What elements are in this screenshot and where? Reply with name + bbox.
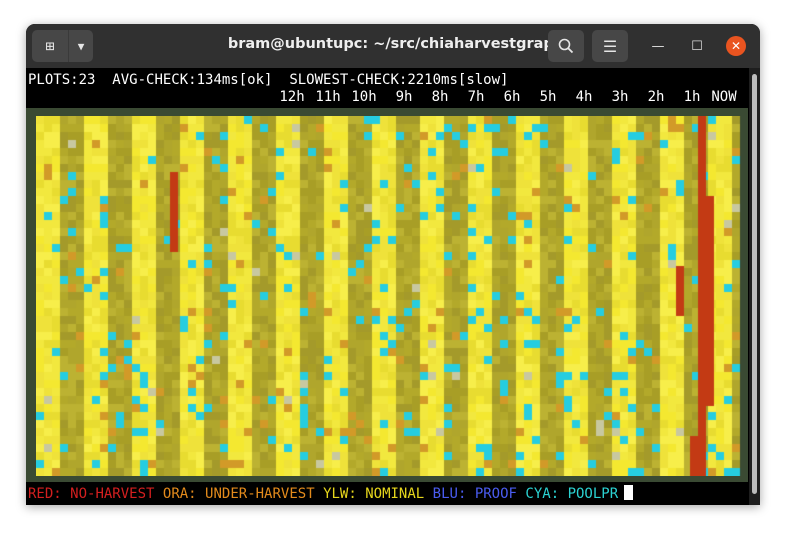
harvest-heatmap [26, 108, 748, 482]
minimize-icon: — [651, 38, 665, 54]
legend-yellow-text: NOMINAL [365, 486, 425, 502]
close-icon: ✕ [730, 39, 742, 53]
time-label: 6h [503, 89, 521, 105]
legend-red-label: RED: [28, 486, 62, 502]
window-title: bram@ubuntupc: ~/src/chiaharvestgraph [227, 36, 565, 52]
time-label: 8h [431, 89, 449, 105]
legend-orange-label: ORA: [162, 486, 197, 502]
legend-orange-text: UNDER-HARVEST [205, 486, 315, 502]
tab-menu-dropdown-button[interactable]: ▼ [68, 30, 93, 62]
time-label: 1h [683, 89, 701, 105]
time-label: 10h [351, 89, 377, 105]
legend-cyan-label: CYA: [525, 486, 560, 502]
scrollbar-thumb[interactable] [752, 74, 757, 494]
time-label: 11h [315, 89, 341, 105]
hamburger-icon: ☰ [602, 36, 618, 56]
legend-blue-label: BLU: [432, 486, 467, 502]
time-label: 4h [575, 89, 593, 105]
time-label: 2h [647, 89, 665, 105]
legend: RED: NO-HARVEST ORA: UNDER-HARVEST YLW: … [28, 485, 634, 503]
terminal-cursor [624, 485, 634, 500]
time-label: 3h [611, 89, 629, 105]
legend-yellow-label: YLW: [323, 486, 357, 502]
new-tab-button[interactable]: ⊞ [32, 30, 68, 62]
legend-red-text: NO-HARVEST [70, 486, 155, 502]
time-axis: 12h 11h 10h 9h 8h 7h 6h 5h 4h 3h 2h 1h N… [26, 89, 748, 106]
terminal-area[interactable]: PLOTS:23 AVG-CHECK:134ms[ok] SLOWEST-CHE… [26, 68, 748, 505]
time-label: 12h [279, 89, 305, 105]
search-button[interactable] [548, 30, 584, 62]
scrollbar[interactable] [749, 68, 760, 505]
heatmap-canvas [36, 116, 742, 476]
legend-cyan-text: POOLPR [567, 486, 619, 502]
time-label: NOW [711, 89, 737, 105]
terminal-window: ⊞ ▼ bram@ubuntupc: ~/src/chiaharvestgrap… [26, 24, 760, 505]
title-bar: ⊞ ▼ bram@ubuntupc: ~/src/chiaharvestgrap… [26, 24, 760, 68]
maximize-icon: ☐ [691, 38, 703, 54]
time-label: 9h [395, 89, 413, 105]
chevron-down-icon: ▼ [77, 39, 85, 53]
status-line: PLOTS:23 AVG-CHECK:134ms[ok] SLOWEST-CHE… [28, 72, 508, 89]
avg-check: AVG-CHECK:134ms[ok] [112, 72, 273, 88]
search-icon [558, 38, 574, 54]
minimize-button[interactable]: — [648, 36, 668, 56]
time-label: 7h [467, 89, 485, 105]
legend-blue-text: PROOF [474, 486, 517, 502]
hamburger-menu-button[interactable]: ☰ [592, 30, 628, 62]
slowest-check: SLOWEST-CHECK:2210ms[slow] [289, 72, 509, 88]
time-label: 5h [539, 89, 557, 105]
maximize-button[interactable]: ☐ [687, 36, 707, 56]
close-button[interactable]: ✕ [726, 36, 746, 56]
new-tab-icon: ⊞ [45, 37, 55, 55]
plots-count: PLOTS:23 [28, 72, 96, 88]
